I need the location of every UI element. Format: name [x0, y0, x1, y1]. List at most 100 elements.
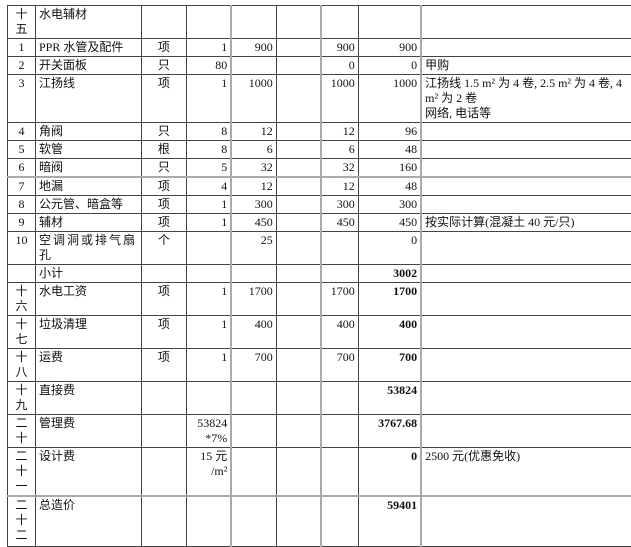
cell-text: 1	[14, 40, 28, 55]
cell-no: 6	[8, 159, 36, 178]
cell-text: 3767.68	[362, 416, 417, 431]
cell-no: 1	[8, 39, 36, 57]
cell-c5	[276, 316, 321, 349]
cell-text: 1000	[362, 76, 417, 91]
cell-note	[421, 6, 631, 39]
cell-text: 垃圾清理	[39, 317, 138, 332]
cell-price: 6	[231, 141, 276, 159]
cell-text: 0	[325, 58, 354, 73]
cell-c6: 6	[321, 141, 358, 159]
cell-text: 网络, 电话等	[425, 106, 628, 121]
cell-qty: 5	[186, 159, 231, 178]
cell-name: 运费	[35, 349, 141, 382]
cell-c6: 300	[321, 196, 358, 214]
cell-text: 1000	[235, 76, 272, 91]
cell-c5	[276, 349, 321, 382]
cell-text: 1	[190, 197, 227, 212]
cell-no	[8, 265, 36, 283]
cell-name: 角阀	[35, 123, 141, 141]
cell-note	[421, 415, 631, 448]
cell-name: 小计	[35, 265, 141, 283]
cell-c6: 700	[321, 349, 358, 382]
cell-total	[358, 6, 421, 39]
cell-note: 甲购	[421, 57, 631, 75]
cell-c5	[276, 382, 321, 415]
cell-text: 3	[14, 76, 28, 91]
cell-price	[231, 6, 276, 39]
cell-no: 二十	[8, 415, 36, 448]
cell-text: 59401	[362, 498, 417, 513]
cell-text: 3002	[362, 266, 417, 281]
cell-text: 江扬线 1.5 m² 为 4 卷, 2.5 m² 为 4 卷, 4 m² 为 2…	[425, 76, 628, 106]
cell-note: 按实际计算(混凝土 40 元/只)	[421, 214, 631, 232]
cell-total: 96	[358, 123, 421, 141]
cell-c5	[276, 75, 321, 123]
cell-unit: 项	[141, 39, 186, 57]
cell-c5	[276, 39, 321, 57]
cell-c6: 0	[321, 57, 358, 75]
cell-no: 4	[8, 123, 36, 141]
cell-note	[421, 265, 631, 283]
cell-note	[421, 123, 631, 141]
cell-c6	[321, 448, 358, 497]
cell-note	[421, 196, 631, 214]
cell-note	[421, 232, 631, 265]
cell-no: 十五	[8, 6, 36, 39]
cell-c5	[276, 415, 321, 448]
cell-price: 1700	[231, 283, 276, 316]
cell-note	[421, 177, 631, 196]
cell-price	[231, 496, 276, 546]
cell-no: 十六	[8, 283, 36, 316]
cell-text: 80	[190, 58, 227, 73]
cell-no: 二十一	[8, 448, 36, 497]
cell-text: 0	[362, 233, 417, 248]
cell-price	[231, 57, 276, 75]
cell-note	[421, 316, 631, 349]
cell-unit: 项	[141, 214, 186, 232]
table-row: 小计 3002	[8, 265, 631, 283]
cell-c5	[276, 232, 321, 265]
cell-no: 十九	[8, 382, 36, 415]
cell-total: 3002	[358, 265, 421, 283]
cell-unit: 只	[141, 57, 186, 75]
cell-c6	[321, 382, 358, 415]
cell-no: 3	[8, 75, 36, 123]
cell-unit	[141, 448, 186, 497]
cell-text: 12	[325, 124, 354, 139]
cell-no: 2	[8, 57, 36, 75]
cell-price: 1000	[231, 75, 276, 123]
cell-text: 0	[362, 58, 417, 73]
cell-qty: 80	[186, 57, 231, 75]
cell-text: 5	[14, 142, 28, 157]
cell-text: 个	[145, 233, 183, 248]
cell-no: 8	[8, 196, 36, 214]
cell-text: 900	[362, 40, 417, 55]
cell-text: 1	[190, 76, 227, 91]
cell-text: 江扬线	[39, 76, 138, 91]
cell-text: 甲购	[425, 58, 628, 73]
cell-no: 二十二	[8, 496, 36, 546]
cell-text: 8	[190, 142, 227, 157]
cell-text: 53824 *7%	[191, 416, 227, 446]
cell-total: 160	[358, 159, 421, 178]
cell-price: 900	[231, 39, 276, 57]
cell-unit	[141, 265, 186, 283]
cell-text: 辅材	[39, 215, 138, 230]
cell-unit: 项	[141, 316, 186, 349]
cell-price	[231, 382, 276, 415]
cell-qty: 1	[186, 214, 231, 232]
cell-c5	[276, 214, 321, 232]
cell-text: 1000	[325, 76, 354, 91]
cell-price: 400	[231, 316, 276, 349]
cell-total: 450	[358, 214, 421, 232]
cell-text: 12	[235, 179, 272, 194]
